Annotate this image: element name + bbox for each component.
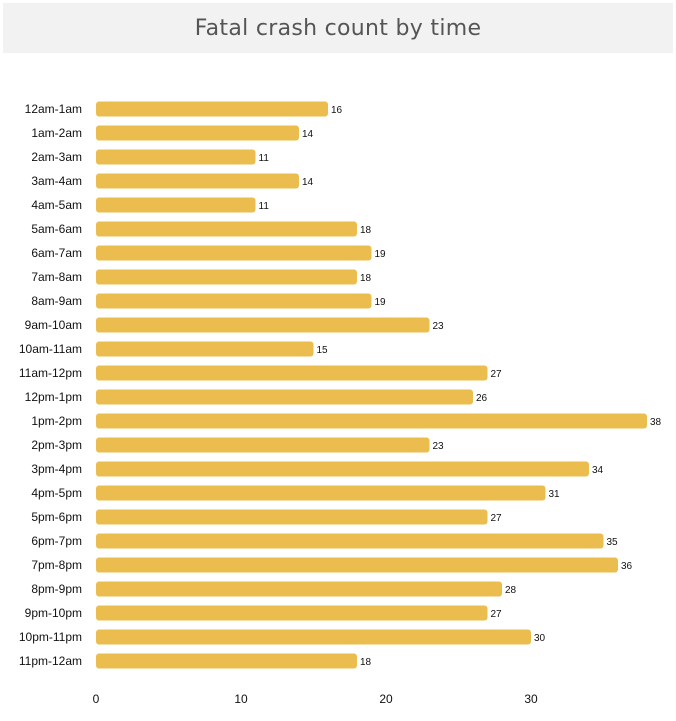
- bar: [96, 485, 546, 501]
- bar: [96, 341, 314, 357]
- category-label: 4pm-5pm: [31, 486, 82, 500]
- bar: [96, 269, 357, 285]
- category-label: 9am-10am: [25, 318, 82, 332]
- category-label: 7am-8am: [31, 270, 82, 284]
- category-label: 11am-12pm: [19, 366, 82, 380]
- value-label: 16: [331, 105, 343, 116]
- bar: [96, 149, 256, 165]
- x-tick-label: 0: [93, 692, 100, 706]
- value-label: 30: [534, 633, 546, 644]
- value-label: 18: [360, 657, 372, 668]
- value-label: 26: [476, 393, 488, 404]
- value-label: 19: [375, 297, 387, 308]
- value-label: 27: [491, 513, 503, 524]
- category-label: 5pm-6pm: [31, 510, 82, 524]
- bar: [96, 389, 473, 405]
- category-label: 1pm-2pm: [31, 414, 82, 428]
- category-label: 6pm-7pm: [31, 534, 82, 548]
- category-label: 3pm-4pm: [31, 462, 82, 476]
- bar: [96, 365, 488, 381]
- bar: [96, 197, 256, 213]
- value-label: 11: [259, 153, 270, 164]
- bar: [96, 437, 430, 453]
- value-label: 38: [650, 417, 662, 428]
- value-label: 31: [549, 489, 561, 500]
- category-label: 1am-2am: [31, 126, 82, 140]
- bar: [96, 221, 357, 237]
- category-label: 3am-4am: [31, 174, 82, 188]
- category-label: 12pm-1pm: [25, 390, 82, 404]
- title-bar: Fatal crash count by time: [3, 3, 673, 53]
- bar: [96, 557, 618, 573]
- bar: [96, 413, 647, 429]
- value-label: 36: [621, 561, 633, 572]
- value-label: 18: [360, 273, 372, 284]
- category-label: 8am-9am: [31, 294, 82, 308]
- value-label: 28: [505, 585, 517, 596]
- bar: [96, 461, 589, 477]
- category-label: 12am-1am: [25, 102, 82, 116]
- value-label: 34: [592, 465, 604, 476]
- value-label: 11: [259, 201, 270, 212]
- bar: [96, 293, 372, 309]
- value-label: 18: [360, 225, 372, 236]
- value-label: 27: [491, 609, 503, 620]
- category-label: 7pm-8pm: [31, 558, 82, 572]
- value-label: 35: [607, 537, 619, 548]
- value-label: 14: [302, 177, 314, 188]
- bar: [96, 533, 604, 549]
- bar: [96, 653, 357, 669]
- bar: [96, 245, 372, 261]
- bar: [96, 509, 488, 525]
- chart-title: Fatal crash count by time: [194, 15, 482, 41]
- bar: [96, 125, 299, 141]
- category-label: 9pm-10pm: [25, 606, 82, 620]
- category-label: 10pm-11pm: [19, 630, 82, 644]
- bar: [96, 581, 502, 597]
- bar: [96, 605, 488, 621]
- value-label: 23: [433, 321, 445, 332]
- bar: [96, 317, 430, 333]
- category-label: 2am-3am: [31, 150, 82, 164]
- value-label: 27: [491, 369, 503, 380]
- category-label: 5am-6am: [31, 222, 82, 236]
- category-label: 10am-11am: [19, 342, 82, 356]
- x-tick-label: 30: [524, 692, 538, 706]
- value-label: 23: [433, 441, 445, 452]
- x-tick-label: 10: [234, 692, 248, 706]
- category-label: 4am-5am: [31, 198, 82, 212]
- category-label: 6am-7am: [31, 246, 82, 260]
- bar: [96, 629, 531, 645]
- value-label: 14: [302, 129, 314, 140]
- category-label: 2pm-3pm: [31, 438, 82, 452]
- x-tick-label: 20: [379, 692, 393, 706]
- value-label: 19: [375, 249, 387, 260]
- category-label: 8pm-9pm: [31, 582, 82, 596]
- value-label: 15: [317, 345, 329, 356]
- category-label: 11pm-12am: [19, 654, 82, 668]
- bar: [96, 101, 328, 117]
- bar: [96, 173, 299, 189]
